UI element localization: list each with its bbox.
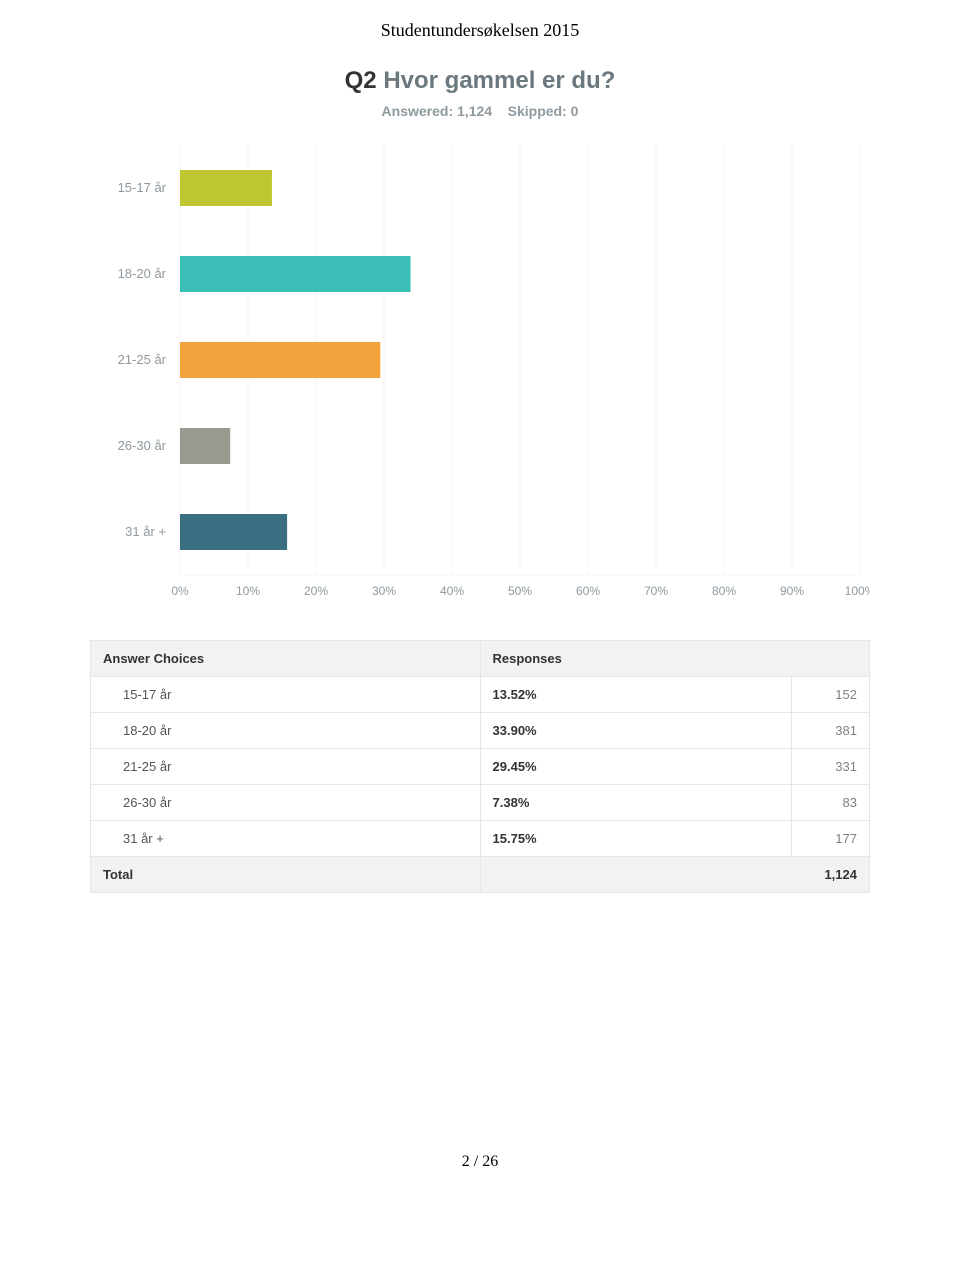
- bar-label: 21-25 år: [118, 352, 167, 367]
- bar: [180, 256, 411, 292]
- row-percent: 15.75%: [480, 821, 792, 857]
- skipped-label: Skipped:: [508, 103, 567, 119]
- x-tick-label: 70%: [644, 584, 668, 598]
- row-count: 83: [792, 785, 870, 821]
- table-row: 31 år +15.75%177: [91, 821, 870, 857]
- x-tick-label: 80%: [712, 584, 736, 598]
- bar: [180, 170, 272, 206]
- x-tick-label: 90%: [780, 584, 804, 598]
- bar: [180, 514, 287, 550]
- total-label: Total: [91, 857, 481, 893]
- answered-label: Answered:: [382, 103, 454, 119]
- row-count: 381: [792, 713, 870, 749]
- bar-chart-svg: 15-17 år 18-20 år 21-25 år 26-30 år 31 år + 0…: [90, 141, 870, 605]
- row-label: 21-25 år: [91, 749, 481, 785]
- question-text: Hvor gammel er du?: [383, 67, 615, 94]
- answered-value: 1,124: [457, 103, 492, 119]
- x-tick-label: 100%: [845, 584, 870, 598]
- col-header-choices: Answer Choices: [91, 641, 481, 677]
- table-row: 26-30 år7.38%83: [91, 785, 870, 821]
- x-tick-label: 60%: [576, 584, 600, 598]
- row-percent: 7.38%: [480, 785, 792, 821]
- row-count: 152: [792, 677, 870, 713]
- bar-chart: 15-17 år 18-20 år 21-25 år 26-30 år 31 år + 0…: [90, 141, 870, 610]
- bar-label: 26-30 år: [118, 438, 167, 453]
- page-number: 2 / 26: [90, 1153, 870, 1171]
- row-label: 18-20 år: [91, 713, 481, 749]
- results-table: Answer Choices Responses 15-17 år13.52%1…: [90, 640, 870, 893]
- x-tick-label: 30%: [372, 584, 396, 598]
- bar-label: 15-17 år: [118, 180, 167, 195]
- row-percent: 13.52%: [480, 677, 792, 713]
- skipped-value: 0: [571, 103, 579, 119]
- row-percent: 33.90%: [480, 713, 792, 749]
- table-total-row: Total1,124: [91, 857, 870, 893]
- total-value: 1,124: [480, 857, 869, 893]
- question-title: Q2 Hvor gammel er du?: [90, 67, 870, 95]
- table-row: 15-17 år13.52%152: [91, 677, 870, 713]
- bar-label: 31 år +: [125, 524, 166, 539]
- response-meta: Answered: 1,124 Skipped: 0: [90, 103, 870, 119]
- bar: [180, 342, 380, 378]
- x-tick-label: 20%: [304, 584, 328, 598]
- bar: [180, 428, 230, 464]
- document-header: Studentundersøkelsen 2015: [90, 20, 870, 41]
- row-label: 26-30 år: [91, 785, 481, 821]
- x-tick-label: 10%: [236, 584, 260, 598]
- row-label: 15-17 år: [91, 677, 481, 713]
- x-tick-label: 40%: [440, 584, 464, 598]
- row-count: 331: [792, 749, 870, 785]
- x-tick-label: 50%: [508, 584, 532, 598]
- row-label: 31 år +: [91, 821, 481, 857]
- table-row: 21-25 år29.45%331: [91, 749, 870, 785]
- bar-label: 18-20 år: [118, 266, 167, 281]
- col-header-responses: Responses: [480, 641, 869, 677]
- question-number: Q2: [345, 67, 377, 94]
- table-row: 18-20 år33.90%381: [91, 713, 870, 749]
- row-count: 177: [792, 821, 870, 857]
- x-tick-label: 0%: [171, 584, 189, 598]
- row-percent: 29.45%: [480, 749, 792, 785]
